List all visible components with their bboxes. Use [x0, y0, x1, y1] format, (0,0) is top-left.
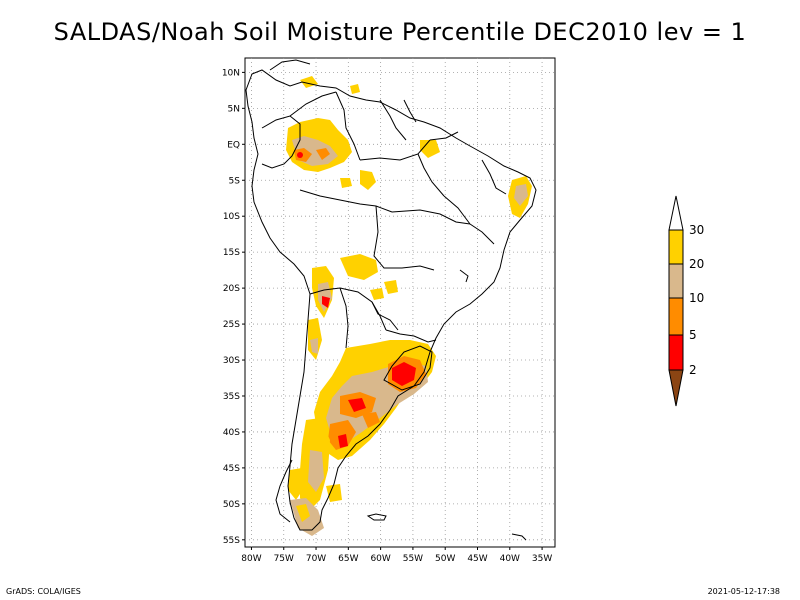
- lat-label: 10S: [223, 212, 240, 222]
- colorbar-swatch-10-20: [668, 263, 684, 299]
- lon-label: 45W: [467, 554, 487, 564]
- coastlines: [245, 59, 537, 541]
- footer-credit: GrADS: COLA/IGES: [6, 587, 81, 596]
- lon-label: 35W: [532, 554, 552, 564]
- lat-label: 50S: [223, 500, 240, 510]
- colorbar: 30 20 10 5 2: [668, 195, 704, 407]
- lon-label: 40W: [500, 554, 520, 564]
- lon-label: 60W: [370, 554, 390, 564]
- lat-label: EQ: [227, 140, 240, 150]
- colorbar-label-10: 10: [689, 291, 704, 305]
- lat-label: 35S: [223, 392, 240, 402]
- percentile-shading: [286, 76, 532, 536]
- map-title: SALDAS/Noah Soil Moisture Percentile DEC…: [53, 18, 747, 46]
- colorbar-bottom-arrow: [668, 369, 684, 407]
- lat-label: 15S: [223, 248, 240, 258]
- lat-label: 45S: [223, 464, 240, 474]
- lon-label: 50W: [435, 554, 455, 564]
- colorbar-top-arrow: [668, 195, 684, 231]
- colorbar-label-30: 30: [689, 223, 704, 237]
- lat-label: 5N: [228, 104, 240, 114]
- latitude-labels: 10N 5N EQ 5S 10S 15S 20S 25S 30S 35S 40S 45S 50S 55S: [222, 68, 240, 545]
- longitude-labels: 80W 75W 70W 65W 60W 55W 50W 45W 40W 35W: [241, 554, 552, 564]
- lat-label: 40S: [223, 428, 240, 438]
- colorbar-swatch-20-30: [668, 229, 684, 265]
- colorbar-label-2: 2: [689, 363, 697, 377]
- lat-label: 25S: [223, 320, 240, 330]
- lat-label: 20S: [223, 284, 240, 294]
- lon-label: 80W: [241, 554, 261, 564]
- lat-label: 30S: [223, 356, 240, 366]
- lat-label: 10N: [222, 68, 240, 78]
- lon-label: 75W: [274, 554, 294, 564]
- lon-label: 65W: [338, 554, 358, 564]
- lat-label: 55S: [223, 536, 240, 546]
- colorbar-label-20: 20: [689, 257, 704, 271]
- lon-label: 55W: [403, 554, 423, 564]
- colorbar-label-5: 5: [689, 328, 697, 342]
- lon-label: 70W: [306, 554, 326, 564]
- colorbar-swatch-2-5: [668, 334, 684, 371]
- colorbar-swatch-5-10: [668, 297, 684, 336]
- footer-timestamp: 2021-05-12-17:38: [707, 587, 780, 596]
- lat-label: 5S: [229, 176, 241, 186]
